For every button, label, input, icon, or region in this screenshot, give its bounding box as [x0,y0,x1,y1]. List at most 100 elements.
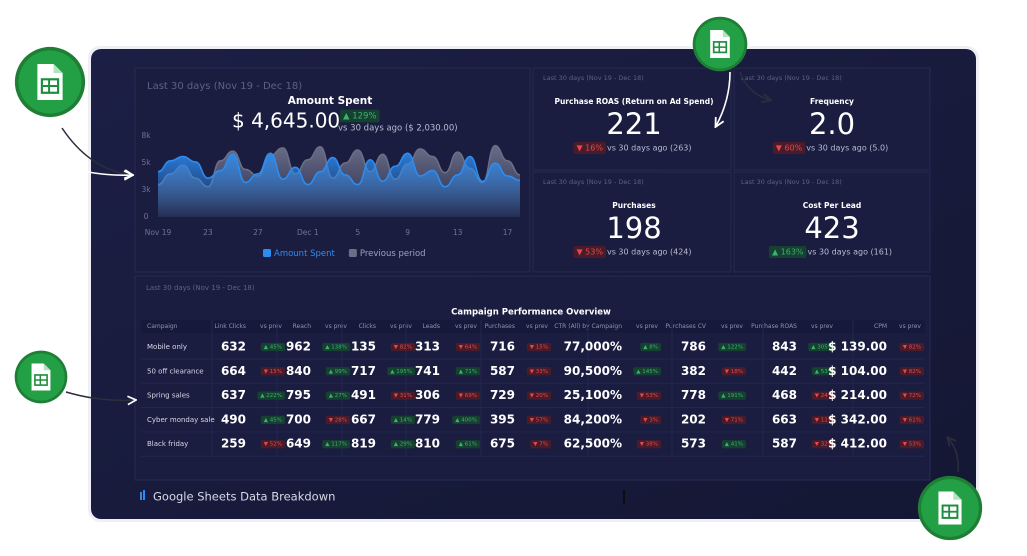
delta: ▼ 7% [533,442,548,448]
delta: ▲ 122% [721,345,743,351]
x-tick-label: Nov 19 [145,228,172,237]
cell-value: 779 [415,412,440,426]
campaign-name: Mobile only [147,343,187,351]
delta-badge [340,109,380,123]
delta: ▼ 38% [640,442,658,448]
delta: ▼ 69% [459,393,477,399]
cell-value: 135 [351,340,376,354]
arrow [87,172,132,175]
delta-badge [387,367,415,376]
cell-value: 382 [681,364,706,378]
delta: ▼ 15% [264,369,282,375]
delta: ▼ 52% [264,442,282,448]
y-tick-label: 3k [141,185,151,194]
cell-value: 395 [490,412,515,426]
x-tick-label: Dec 1 [297,228,319,237]
delta-badge [721,367,746,376]
period: Last 30 days (Nov 19 - Dec 18) [147,81,302,92]
cell-value: 810 [415,437,440,451]
column-header: vs prev [260,323,282,330]
cell-value: 717 [351,364,376,378]
delta: ▼ 31% [394,393,412,399]
delta-badge [721,440,746,449]
kpi-title: Purchase ROAS (Return on Ad Spend) [554,97,713,106]
kpi-value: 221 [606,107,661,141]
delta-badge [325,415,350,425]
cell-value: 490 [221,412,246,426]
column-header: vs prev [899,323,921,330]
delta: ▼ 11% [815,417,833,423]
x-tick-label: 5 [355,228,360,237]
delta-badge [530,440,551,449]
footer-icon [143,490,145,500]
cell-value: 962 [286,340,311,354]
delta-badge [808,342,836,352]
cell-value: 84,200% [564,412,622,426]
delta-badge [325,367,350,376]
delta-badge [526,391,551,400]
cell-value: 202 [681,412,706,426]
x-tick-label: 23 [203,228,213,237]
delta: ▼ 28% [329,417,347,423]
delta-badge [455,391,480,400]
delta: ▼ 82% [903,369,921,375]
column-header: Campaign [147,323,178,330]
footer-title: Google Sheets Data Breakdown [153,490,335,504]
delta-badge [455,367,480,376]
cell-value: $ 104.00 [828,364,887,378]
column-header: vs prev [636,323,658,330]
cell-value: 667 [351,412,376,426]
delta: ▲ 53% [815,369,833,375]
delta-badge [811,415,836,425]
cell-value: $ 342.00 [828,412,887,426]
delta-badge [322,440,350,449]
area [158,153,520,217]
kpi-value: 2.0 [809,107,855,141]
cell-value: 843 [772,340,797,354]
sheets-icon [917,475,983,541]
delta: ▼ 20% [530,393,548,399]
x-tick-label: 27 [253,228,263,237]
delta-badge [640,415,661,425]
delta: ▲ 99% [329,369,347,375]
delta-badge [526,342,551,352]
delta: ▼ 32% [815,442,833,448]
kpi-title: Frequency [810,97,854,106]
cell-value: 729 [490,388,515,402]
column-header: Leads [422,323,440,330]
cell-value: 786 [681,340,706,354]
period: Last 30 days (Nov 19 - Dec 18) [543,178,644,186]
column-header: Link Clicks [214,323,246,330]
delta: ▲ 129% [343,112,377,122]
delta-badge [260,367,285,376]
column-header: CPM [874,323,887,330]
table-title: Campaign Performance Overview [451,308,611,318]
delta-badge [573,246,606,258]
cell-value: 442 [772,364,797,378]
cell-value: 675 [490,437,515,451]
delta: ▼ 53% [576,248,603,257]
delta-badge [718,342,746,352]
delta: ▲ 14% [394,417,412,423]
cell-value: 587 [490,364,515,378]
delta: ▲ 191% [721,393,743,399]
delta: ▲ 222% [260,393,282,399]
x-tick-label: 17 [503,228,513,237]
arrow [739,71,770,100]
delta-badge [899,342,924,352]
kpi-title: Purchases [612,201,656,210]
delta: ▲ 145% [636,369,658,375]
cell-value: 313 [415,340,440,354]
delta: ▼ 71% [725,417,743,423]
cell-value: 840 [286,364,311,378]
cell-value: 306 [415,388,440,402]
cell-value: $ 412.00 [828,437,887,451]
delta-badge [257,391,285,400]
delta-badge [455,440,480,449]
delta: ▼ 53% [903,442,921,448]
arrow [716,71,731,126]
kpi-value: $ 4,645.00 [232,109,340,133]
content: Last 30 days (Nov 19 - Dec 18) Amount Spe… [141,74,925,457]
period: Last 30 days (Nov 19 - Dec 18) [543,74,644,82]
column-header: vs prev [811,323,833,330]
